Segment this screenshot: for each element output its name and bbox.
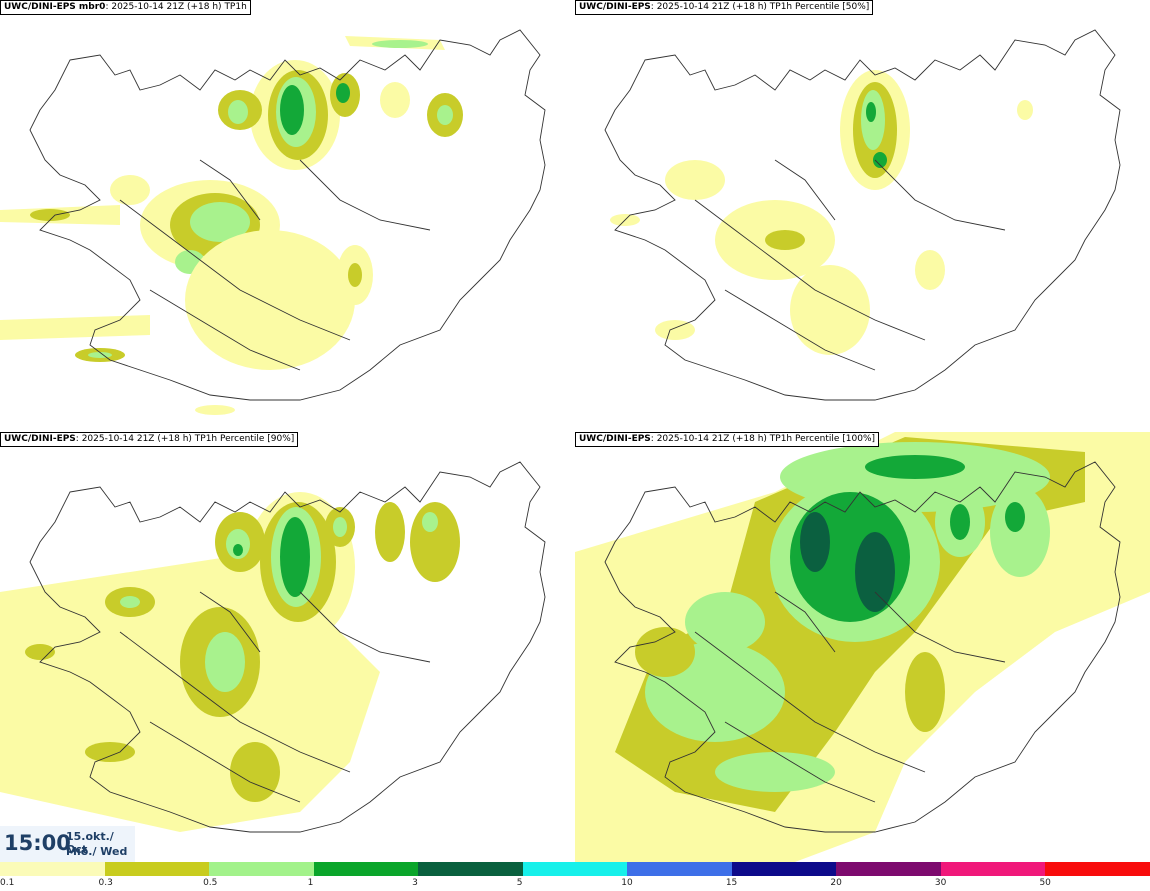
- colorbar-segment: [627, 862, 732, 876]
- colorbar-tick-label: 1: [307, 878, 314, 888]
- colorbar-tick-label: 3: [412, 878, 418, 888]
- colorbar-segment: [731, 862, 837, 876]
- colorbar-tick-label: 50: [1039, 878, 1051, 888]
- colorbar-segment: [940, 862, 1046, 876]
- iceland-coastline: [29, 461, 546, 833]
- panel-title: UWC/DINI-EPS: 2025-10-14 21Z (+18 h) TP1…: [0, 432, 299, 447]
- colorbar-segment: [313, 862, 419, 876]
- precip-field: [575, 432, 1150, 862]
- colorbar-tick-label: 10: [621, 878, 633, 888]
- iceland-coastline: [604, 29, 1121, 401]
- precipitation-map: [0, 461, 546, 833]
- colorbar-segment: [836, 862, 941, 876]
- iceland-coastline: [604, 461, 1121, 833]
- valid-date: 15.okt./ Oct: [66, 830, 114, 856]
- colorbar-tick-label: 0.1: [0, 878, 15, 888]
- colorbar-segment: [209, 862, 314, 876]
- map-panel-p100: UWC/DINI-EPS: 2025-10-14 21Z (+18 h) TP1…: [575, 432, 1150, 862]
- colorbar-tick-label: 15: [725, 878, 738, 888]
- valid-day: Mið./ Wed: [66, 845, 128, 858]
- precipitation-map: [0, 29, 546, 415]
- precipitation-colorbar: [0, 862, 1150, 876]
- precip-field: [0, 36, 463, 415]
- colorbar-segment: [1045, 862, 1150, 876]
- colorbar-segment: [0, 862, 105, 876]
- colorbar-tick-label: 0.3: [98, 878, 113, 888]
- colorbar-tick-label: 30: [934, 878, 947, 888]
- precip-field: [0, 492, 460, 832]
- colorbar-tick-label: 0.5: [203, 878, 218, 888]
- colorbar-segment: [104, 862, 210, 876]
- valid-hour: 15:00: [4, 831, 71, 855]
- map-panel-p50: UWC/DINI-EPS: 2025-10-14 21Z (+18 h) TP1…: [575, 0, 1150, 430]
- valid-time-box: 15:00 15.okt./ Oct Mið./ Wed: [0, 826, 135, 862]
- panel-title: UWC/DINI-EPS: 2025-10-14 21Z (+18 h) TP1…: [575, 432, 880, 447]
- colorbar-tick-label: 5: [516, 878, 523, 888]
- panel-title: UWC/DINI-EPS: 2025-10-14 21Z (+18 h) TP1…: [575, 0, 874, 15]
- colorbar-tick-label: 20: [830, 878, 842, 888]
- iceland-coastline: [29, 29, 546, 401]
- map-panel-mbr0: UWC/DINI-EPS mbr0: 2025-10-14 21Z (+18 h…: [0, 0, 575, 430]
- colorbar-segment: [418, 862, 523, 876]
- precip-field: [610, 70, 1033, 355]
- panel-title: UWC/DINI-EPS mbr0: 2025-10-14 21Z (+18 h…: [0, 0, 251, 15]
- colorbar-labels: 0.1 0.3 0.5 1 3 5 10 15 20 30 50: [0, 877, 1150, 891]
- map-panel-p90: UWC/DINI-EPS: 2025-10-14 21Z (+18 h) TP1…: [0, 432, 575, 862]
- precipitation-map: [604, 29, 1121, 401]
- colorbar-segment: [522, 862, 628, 876]
- precipitation-map: [575, 432, 1150, 862]
